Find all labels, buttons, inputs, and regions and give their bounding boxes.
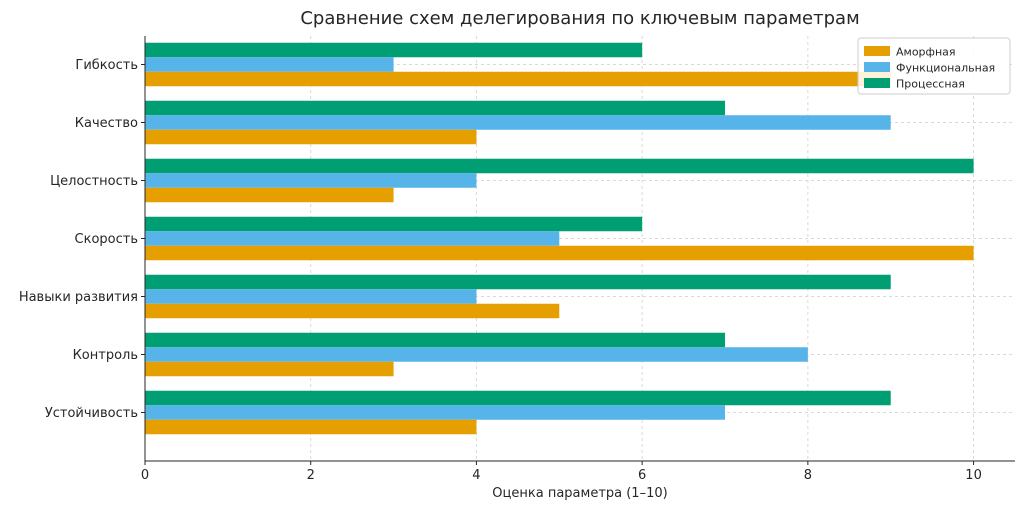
legend-swatch [864,46,890,56]
bar [145,231,560,246]
y-tick-label: Скорость [75,232,138,247]
bar [145,419,477,435]
x-tick-label: 10 [965,468,982,483]
legend-swatch [864,62,890,72]
bar [145,158,974,174]
legend-label: Функциональная [896,62,995,75]
bar [145,405,725,420]
legend-box [857,37,1011,95]
y-tick-label: Устойчивость [45,406,138,421]
bar [145,173,477,188]
bar [145,245,974,261]
legend-label: Аморфная [896,46,956,59]
x-axis-label: Оценка параметра (1–10) [492,486,667,501]
y-tick-label: Контроль [73,348,138,363]
x-tick-label: 8 [804,468,812,483]
x-tick-label: 0 [141,468,149,483]
axes: 0 2 4 6 8 10 Гибкость Качество Целостность Скорос… [19,36,1015,483]
legend-label: Процессная [896,78,965,91]
y-tick-label: Качество [75,116,138,131]
bar [145,57,394,72]
legend: Аморфная Функциональная Процессная [857,37,1011,95]
y-tick-label: Гибкость [75,58,138,73]
y-tick-label: Целостность [50,174,138,189]
bar [145,289,477,304]
legend-swatch [864,78,890,88]
y-tick-label: Навыки развития [19,290,138,305]
bar [145,274,891,290]
bar [145,216,643,232]
bar [145,129,477,145]
bar [145,303,560,319]
bar [145,187,394,203]
bar [145,42,643,58]
bar [145,347,808,362]
bar [145,332,725,348]
chart-title: Сравнение схем делегирования по ключевым… [300,8,859,29]
bars [145,42,974,435]
bar [145,115,891,130]
bar [145,100,725,116]
bar [145,71,891,87]
bar [145,361,394,377]
x-tick-label: 2 [307,468,315,483]
x-tick-label: 6 [638,468,646,483]
x-tick-label: 4 [472,468,480,483]
bar [145,390,891,406]
